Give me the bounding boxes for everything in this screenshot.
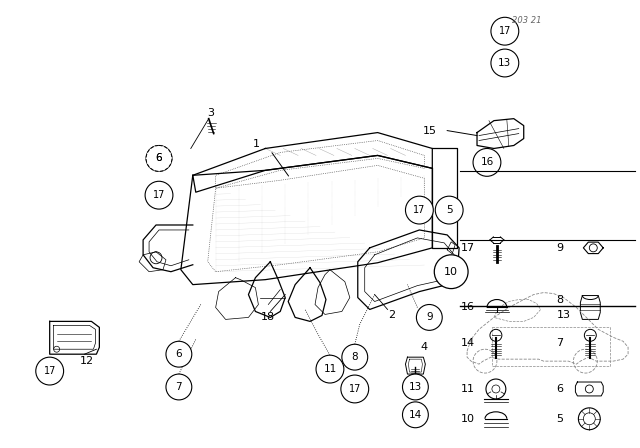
Text: 13: 13 xyxy=(409,382,422,392)
Text: 6: 6 xyxy=(156,153,163,164)
Text: 7: 7 xyxy=(557,338,564,348)
Text: 17: 17 xyxy=(44,366,56,376)
Circle shape xyxy=(403,374,428,400)
Circle shape xyxy=(316,355,344,383)
Circle shape xyxy=(342,344,368,370)
Circle shape xyxy=(145,181,173,209)
Text: 7: 7 xyxy=(175,382,182,392)
Circle shape xyxy=(491,49,519,77)
Text: 8: 8 xyxy=(557,294,564,305)
Circle shape xyxy=(166,374,192,400)
Text: 6: 6 xyxy=(557,384,564,394)
Text: 16: 16 xyxy=(461,302,475,312)
Text: 17: 17 xyxy=(413,205,426,215)
Text: 3: 3 xyxy=(207,108,214,118)
Text: 17: 17 xyxy=(461,243,476,253)
Text: 2: 2 xyxy=(388,310,395,320)
Text: 17: 17 xyxy=(153,190,165,200)
Circle shape xyxy=(435,196,463,224)
Text: 13: 13 xyxy=(498,58,511,68)
Circle shape xyxy=(491,17,519,45)
Text: 12: 12 xyxy=(79,356,93,366)
Text: 15: 15 xyxy=(423,125,437,136)
Text: 6: 6 xyxy=(175,349,182,359)
Text: 13: 13 xyxy=(557,310,570,320)
Text: 8: 8 xyxy=(351,352,358,362)
Text: 9: 9 xyxy=(557,243,564,253)
Circle shape xyxy=(146,146,172,171)
Text: 16: 16 xyxy=(481,157,493,168)
Text: 17: 17 xyxy=(499,26,511,36)
Text: 11: 11 xyxy=(461,384,475,394)
Circle shape xyxy=(341,375,369,403)
Circle shape xyxy=(146,146,172,171)
Circle shape xyxy=(166,341,192,367)
Circle shape xyxy=(36,357,63,385)
Circle shape xyxy=(406,196,433,224)
Text: 17: 17 xyxy=(349,384,361,394)
Text: 5: 5 xyxy=(557,414,564,424)
Text: 1: 1 xyxy=(253,138,260,148)
Text: 203 21: 203 21 xyxy=(512,16,541,25)
Text: 5: 5 xyxy=(446,205,452,215)
Text: 10: 10 xyxy=(444,267,458,277)
Circle shape xyxy=(435,255,468,289)
Text: 14: 14 xyxy=(461,338,476,348)
Text: 14: 14 xyxy=(409,410,422,420)
Circle shape xyxy=(473,148,501,177)
Text: 6: 6 xyxy=(156,153,163,164)
Circle shape xyxy=(417,305,442,330)
Text: 11: 11 xyxy=(323,364,337,374)
Circle shape xyxy=(403,402,428,428)
Text: 9: 9 xyxy=(426,312,433,323)
Text: 4: 4 xyxy=(420,342,428,352)
Text: 10: 10 xyxy=(461,414,475,424)
Text: 18: 18 xyxy=(261,312,275,323)
